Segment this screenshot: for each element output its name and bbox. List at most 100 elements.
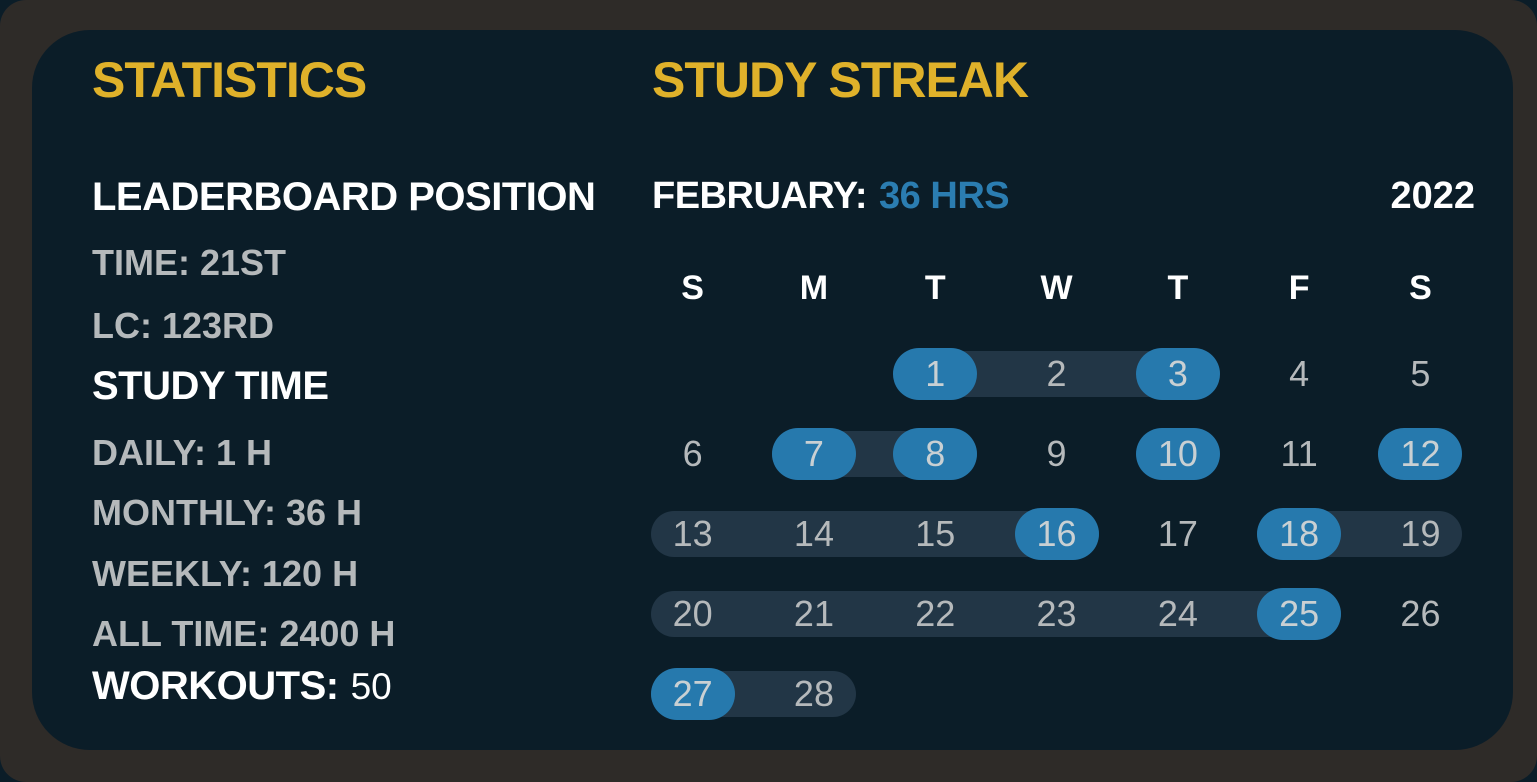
day-number: 11	[1280, 433, 1318, 474]
day-number: 22	[915, 593, 956, 634]
calendar-day: 14	[753, 494, 874, 574]
weekday-header: S	[681, 269, 704, 307]
calendar-day: 16	[996, 494, 1117, 574]
study-day-highlight	[1135, 428, 1220, 480]
day-number: 3	[1167, 353, 1188, 394]
day-number: 13	[672, 513, 713, 554]
month-summary-row: FEBRUARY: 36 HRS 2022	[652, 177, 1475, 215]
calendar-day: 20	[632, 574, 753, 654]
calendar-day: 5	[1360, 334, 1481, 414]
calendar-day: 28	[753, 654, 874, 734]
calendar-day: 8	[875, 414, 996, 494]
day-number: 26	[1400, 593, 1441, 634]
stat-line: WEEKLY: 120 H	[92, 553, 359, 594]
calendar-day: 6	[632, 414, 753, 494]
stat-line: TIME: 21ST	[92, 242, 287, 283]
day-number: 21	[793, 593, 834, 634]
calendar-grid: 1 2 3 4 5 6 7 8 9 10 11 12 13 14 15 16 17 18 19 20 21 22 23 24 2…	[632, 334, 1481, 734]
study-streak-title: STUDY STREAK	[652, 52, 1029, 108]
day-number: 20	[672, 593, 713, 634]
study-day-highlight	[1014, 508, 1099, 560]
study-day-highlight	[1378, 428, 1463, 480]
stats-heading: STUDY TIME	[92, 364, 329, 408]
stat-line: LC: 123RD	[92, 305, 275, 346]
calendar-week-row: 1 2 3 4 5	[632, 334, 1481, 414]
calendar-day: 12	[1360, 414, 1481, 494]
day-number: 17	[1157, 513, 1198, 554]
calendar-day: 3	[1117, 334, 1238, 414]
calendar-day: 23	[996, 574, 1117, 654]
day-number: 6	[682, 433, 703, 474]
day-number: 14	[793, 513, 834, 554]
calendar-day: 2	[996, 334, 1117, 414]
workouts-value: 50	[350, 666, 392, 707]
study-day-highlight	[1135, 348, 1220, 400]
year-label: 2022	[1390, 175, 1475, 217]
calendar-day: 21	[753, 574, 874, 654]
calendar-day: 19	[1360, 494, 1481, 574]
statistics-title: STATISTICS	[92, 52, 367, 108]
weekday-header: F	[1288, 269, 1310, 307]
day-number: 24	[1157, 593, 1198, 634]
day-number: 7	[803, 433, 824, 474]
calendar-week-row: 6 7 8 9 10 11 12	[632, 414, 1481, 494]
stat-line: ALL TIME: 2400 H	[92, 613, 396, 654]
weekday-header: T	[1167, 269, 1189, 307]
day-number: 19	[1400, 513, 1441, 554]
day-number: 28	[793, 673, 834, 714]
day-number: 23	[1036, 593, 1077, 634]
workouts-label: WORKOUTS:	[92, 664, 339, 708]
month-hours-group: FEBRUARY: 36 HRS	[652, 175, 1010, 217]
day-number: 15	[915, 513, 956, 554]
month-hours-value: 36 HRS	[879, 175, 1010, 217]
study-day-highlight	[771, 428, 856, 480]
calendar-day: 18	[1239, 494, 1360, 574]
calendar-day: 7	[753, 414, 874, 494]
month-label: FEBRUARY:	[652, 175, 868, 217]
calendar-day: 27	[632, 654, 753, 734]
calendar-day: 26	[1360, 574, 1481, 654]
calendar-day: 13	[632, 494, 753, 574]
calendar-week-row: 20 21 22 23 24 25 26	[632, 574, 1481, 654]
streak-bar	[650, 591, 1342, 637]
weekday-header: T	[924, 269, 946, 307]
calendar-day: 24	[1117, 574, 1238, 654]
day-number: 16	[1036, 513, 1077, 554]
day-number: 10	[1157, 433, 1198, 474]
day-number: 2	[1046, 353, 1067, 394]
day-number: 9	[1046, 433, 1067, 474]
calendar-day: 4	[1239, 334, 1360, 414]
workouts-line: WORKOUTS: 50	[92, 666, 392, 706]
statistics-lines: LEADERBOARD POSITION TIME: 21ST LC: 123RD S…	[92, 30, 632, 750]
calendar-day: 17	[1117, 494, 1238, 574]
stat-line: MONTHLY: 36 H	[92, 492, 363, 533]
calendar-day: 22	[875, 574, 996, 654]
day-number: 5	[1410, 353, 1431, 394]
stat-line: DAILY: 1 H	[92, 432, 273, 473]
day-number: 25	[1279, 593, 1320, 634]
calendar-day: 10	[1117, 414, 1238, 494]
study-day-highlight	[1257, 508, 1342, 560]
study-day-highlight	[893, 348, 978, 400]
calendar-day: 1	[875, 334, 996, 414]
weekday-header: S	[1409, 269, 1432, 307]
study-day-highlight	[1257, 588, 1342, 640]
day-number: 1	[925, 353, 946, 394]
weekday-header: M	[799, 269, 829, 307]
day-number: 4	[1289, 353, 1310, 394]
calendar-day: 11	[1239, 414, 1360, 494]
statistics-section: STATISTICS LEADERBOARD POSITION TIME: 21S…	[62, 30, 632, 750]
day-number: 18	[1279, 513, 1320, 554]
calendar-week-row: 13 14 15 16 17 18 19	[632, 494, 1481, 574]
day-number: 12	[1400, 433, 1441, 474]
stats-heading: LEADERBOARD POSITION	[92, 175, 596, 219]
calendar-day: 15	[875, 494, 996, 574]
calendar-day: 25	[1239, 574, 1360, 654]
stats-panel: STATISTICS LEADERBOARD POSITION TIME: 21S…	[32, 30, 1513, 750]
calendar-week-row: 27 28	[632, 654, 1481, 734]
day-number: 8	[925, 433, 946, 474]
